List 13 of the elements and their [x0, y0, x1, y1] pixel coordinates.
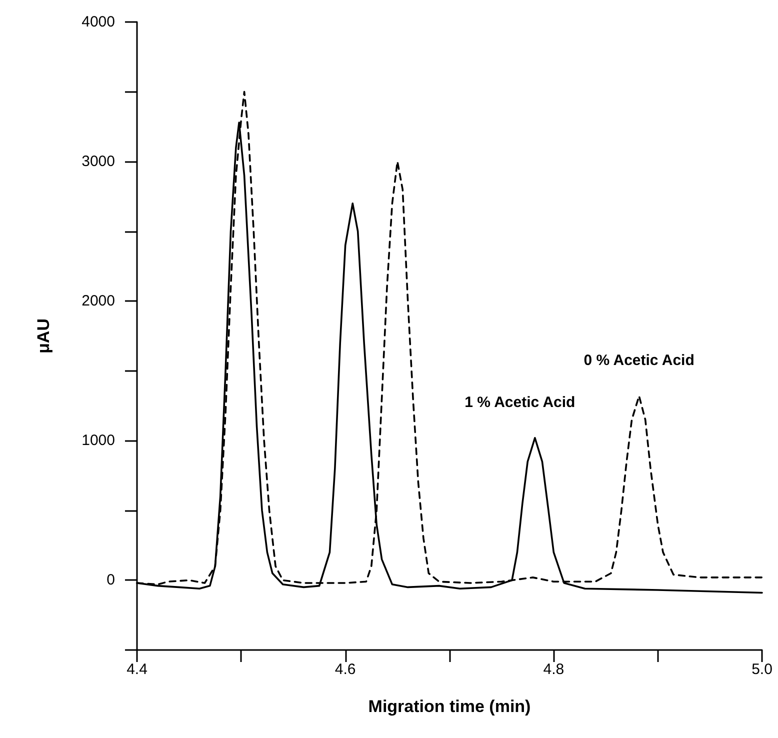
text: 0 % Acetic Acid [584, 352, 694, 370]
text: 1 % Acetic Acid [464, 394, 576, 411]
x-axis-title: Migration time (min) [368, 697, 531, 716]
x-tick-label: 4.6 [334, 661, 356, 678]
y-axis-title: μAU [34, 318, 53, 354]
y-tick-label: 0 [106, 572, 115, 589]
y-tick-label: 2000 [82, 292, 115, 310]
x-tick-label: 4.8 [543, 661, 564, 678]
y-tick-label: 4000 [82, 14, 115, 30]
x-tick-label: 4.4 [126, 661, 148, 678]
y-tick-label: 1000 [82, 432, 115, 450]
y-tick-label: 3000 [82, 153, 115, 170]
x-tick-label: 5.0 [752, 661, 772, 678]
